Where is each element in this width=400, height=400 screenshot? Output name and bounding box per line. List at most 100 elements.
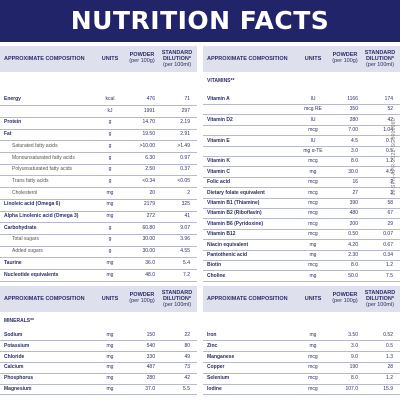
row-powder-value: 200 [349,220,358,227]
table-row: Vitamin E IU 4.5 0.7 [203,136,400,146]
row-name: Vitamin C [207,168,230,175]
row-name: Protein [4,119,22,126]
row-unit: mg [106,353,114,360]
row-unit: IU [310,96,316,102]
row-powder-value: 350 [349,106,358,113]
row-dilution-value: 0.07 [383,231,393,238]
row-name: Nucleotide equivalents [4,271,59,278]
row-unit: mcg [308,386,318,392]
header-composition: APPROXIMATE COMPOSITION [4,296,85,302]
row-powder-value: 19.50 [142,131,155,138]
row-divider [0,152,197,153]
row-name: Manganese [207,353,235,360]
row-unit: mcg [308,364,318,371]
table-row: kJ 1991 297 [0,106,197,116]
table-row: Protein g 14.70 2.19 [0,117,197,127]
table-row: mcg RE 350 52 [203,104,400,114]
row-name: Polyunsaturated fatty acids [12,166,73,173]
row-divider [0,394,197,396]
row-name: Energy [4,96,21,102]
table-row: Vitamin D2 IU 280 42 [203,115,400,125]
row-dilution-value: 1.3 [386,353,393,360]
table-row: Calcium mg 487 73 [0,362,197,372]
row-dilution-value: 0.5 [386,342,393,349]
table-row: Folic acid mcg 16 2 [203,177,400,187]
row-dilution-value: 297 [181,107,190,114]
row-dilution-value: 22 [184,332,190,338]
row-unit: mcg RE [304,106,322,113]
row-divider [203,145,400,147]
row-divider [0,163,197,165]
header-top-left: APPROXIMATE COMPOSITION UNITS POWDER (per… [0,46,197,72]
row-powder-value: 480 [349,210,358,217]
row-divider [0,361,197,363]
table-row: Cholesterol mg 20 2 [0,188,197,198]
row-name: Folic acid [207,179,231,186]
row-dilution-value: <0.05 [177,177,190,184]
row-divider [0,372,197,374]
row-name: Sodium [4,332,23,338]
row-divider [203,351,400,353]
row-name: Dietary folate equivalent [207,189,265,196]
row-dilution-value: 5.4 [183,259,190,266]
row-powder-value: 8.0 [351,262,358,269]
table-row: Vitamin B2 (Riboflavin) mcg 480 67 [203,208,400,218]
row-powder-value: 190 [349,364,358,371]
row-name: Magnesium [4,386,32,392]
row-unit: g [108,177,112,184]
row-powder-value: 1991 [143,107,155,114]
table-row: Taurine mg 36.0 5.4 [0,258,197,268]
row-name: Niacin equivalent [207,241,249,248]
row-unit: g [108,248,112,255]
row-divider [0,175,197,177]
row-name: Vitamin B6 (Pyridoxine) [207,220,264,227]
row-powder-value: 30.0 [348,168,358,175]
row-name: Vitamin B2 (Riboflavin) [207,210,262,217]
row-dilution-value: 9.07 [180,224,190,231]
row-powder-value: 9.0 [351,353,358,360]
table-row: Copper mcg 190 28 [203,362,400,372]
header-powder: POWDER (per 100g) [332,52,358,64]
row-unit: mg [106,271,114,278]
table-row: Selenium mcg 8.0 1.2 [203,373,400,383]
row-name: Monounsaturated fatty acids [12,154,75,161]
row-powder-value: 487 [146,364,155,371]
table-row: Manganese mcg 9.0 1.3 [203,352,400,362]
row-name: Taurine [4,259,22,266]
row-unit: g [108,142,112,149]
header-powder: POWDER (per 100g) [129,292,155,304]
row-divider [0,210,197,212]
row-unit: mcg [308,127,318,134]
row-unit: g [108,131,112,138]
row-name: Iodine [207,386,222,392]
row-powder-value: 2.50 [145,166,155,173]
row-powder-value: 8.0 [351,158,358,165]
row-name: Fat [4,131,12,138]
row-divider [203,361,400,363]
row-powder-value: 37.0 [145,386,155,392]
vitamins-label: VITAMINS** [207,78,235,84]
header-standard: STANDARD DILUTION* (per 100ml) [161,50,193,68]
row-dilution-value: 67 [387,210,393,217]
row-dilution-value: 2.91 [180,131,190,138]
row-unit: kcal [105,96,115,102]
row-powder-value: 2.30 [348,252,358,258]
row-powder-value: 3.50 [348,332,358,338]
row-name: Potassium [4,342,30,349]
header-bottom-right: APPROXIMATE COMPOSITION UNITS POWDER (per… [203,286,400,312]
row-dilution-value: >1.49 [177,142,190,149]
row-name: Vitamin B12 [207,231,236,238]
row-powder-value: 30.00 [142,236,155,243]
row-powder-value: 3.0 [351,342,358,349]
table-row: Saturated fatty acids g >10.00 >1.49 [0,141,197,151]
header-composition: APPROXIMATE COMPOSITION [207,296,288,302]
row-divider [203,197,400,199]
row-divider [203,239,400,241]
row-powder-value: 540 [146,342,155,349]
row-divider [203,207,400,209]
row-powder-value: 476 [146,96,155,102]
header-powder: POWDER (per 100g) [332,292,358,304]
row-divider [203,135,400,137]
row-dilution-value: 73 [184,364,190,371]
row-name: Vitamin B1 (Thiamine) [207,200,260,206]
